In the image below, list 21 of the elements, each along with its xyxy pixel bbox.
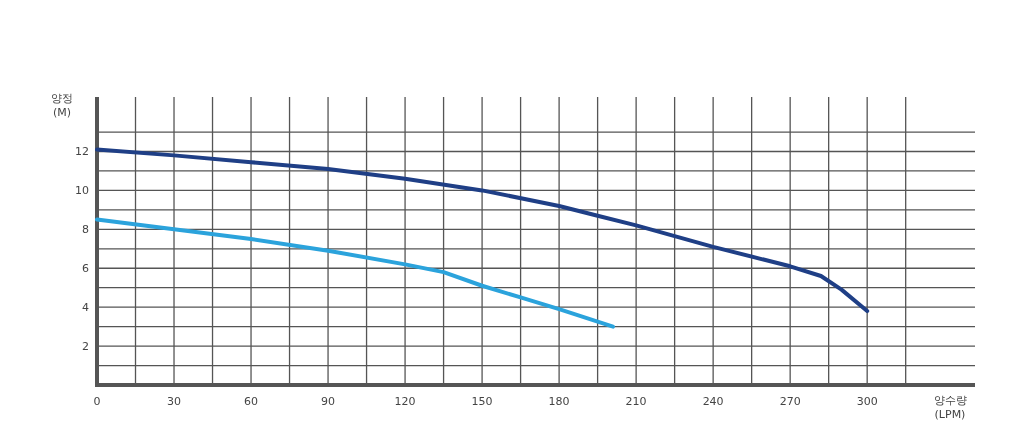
- y-tick-label: 8: [82, 223, 89, 237]
- y-tick-label: 4: [82, 301, 89, 315]
- line-series: [95, 217, 616, 329]
- y-tick-label: 10: [75, 184, 89, 198]
- x-tick-label: 90: [321, 395, 336, 408]
- x-tick-label: 30: [167, 395, 182, 408]
- x-axis-title: 양수량 (LPM): [933, 394, 967, 421]
- x-tick-label: 300: [856, 395, 878, 408]
- y-tick-label: 2: [82, 340, 89, 354]
- x-tick-label: 60: [244, 395, 259, 408]
- x-tick-label: 210: [625, 395, 647, 408]
- x-tick-label: 0: [93, 395, 101, 408]
- line-series: [95, 147, 870, 314]
- y-tick-label: 12: [75, 145, 89, 159]
- x-tick-label: 120: [394, 395, 416, 408]
- x-tick-label: 270: [779, 395, 801, 408]
- x-tick-label: 150: [471, 395, 493, 408]
- y-tick-label: 6: [82, 262, 89, 276]
- y-axis-title: 양정 (M): [51, 92, 73, 119]
- x-tick-label: 180: [548, 395, 570, 408]
- x-tick-label: 240: [702, 395, 724, 408]
